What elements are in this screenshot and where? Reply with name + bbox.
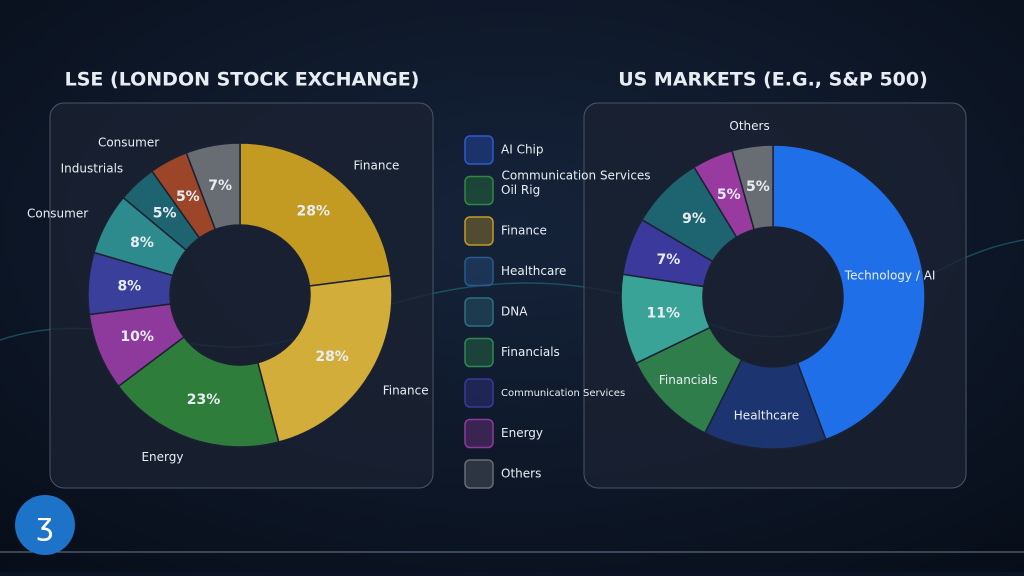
donut-segment	[256, 274, 393, 443]
legend-icon	[464, 216, 494, 246]
value-label: 9%	[682, 211, 706, 227]
value-label: 7%	[657, 252, 681, 268]
value-label: 8%	[130, 235, 154, 251]
legend-label: Communication Services	[501, 388, 625, 399]
donut-segment	[117, 335, 280, 448]
value-label: 5%	[717, 187, 741, 203]
category-label: Communication Services	[502, 169, 651, 183]
donut-segment	[731, 144, 774, 231]
legend-label: Finance	[501, 224, 547, 238]
chart-title: LSE (LONDON STOCK EXCHANGE)	[65, 69, 420, 91]
category-label: Consumer	[27, 207, 88, 221]
value-label: 7%	[208, 178, 232, 194]
category-label: Finance	[383, 384, 429, 398]
value-label: 5%	[153, 206, 177, 222]
donut-segment	[239, 142, 392, 287]
legend-icon	[464, 297, 494, 327]
legend-label: DNA	[501, 305, 528, 319]
chart-title: US MARKETS (E.G., S&P 500)	[618, 69, 928, 91]
value-label: 11%	[646, 306, 680, 322]
legend-label: Healthcare	[501, 264, 566, 278]
legend-label: AI Chip	[501, 143, 544, 157]
value-label: 10%	[120, 329, 154, 345]
legend-icon	[464, 459, 494, 489]
logo-glyph: ʒ	[36, 508, 53, 543]
value-label: 5%	[746, 179, 770, 195]
value-label: 8%	[117, 278, 141, 294]
donut-segment	[772, 144, 926, 441]
legend-icon	[464, 135, 494, 165]
category-label: Consumer	[98, 136, 159, 150]
category-label: Financials	[659, 373, 718, 387]
value-label: 23%	[187, 392, 221, 408]
legend-label: Oil Rig	[501, 183, 540, 197]
logo	[15, 495, 75, 555]
legend-icon	[464, 418, 494, 449]
legend-label: Financials	[501, 345, 560, 359]
category-label: Others	[729, 119, 769, 133]
category-label: Technology / AI	[844, 268, 936, 282]
donut-segment	[185, 142, 241, 231]
value-label: 5%	[176, 189, 200, 205]
value-label: 28%	[315, 349, 349, 365]
category-label: Finance	[354, 158, 400, 172]
legend-icon	[464, 175, 494, 206]
value-label: 28%	[297, 204, 331, 220]
category-label: Healthcare	[734, 408, 799, 422]
legend-icon	[464, 378, 494, 408]
category-label: Industrials	[61, 161, 124, 175]
legend-label: Others	[501, 467, 541, 481]
category-label: Energy	[141, 450, 183, 464]
legend-icon	[464, 337, 494, 368]
legend-icon	[464, 256, 494, 287]
legend-label: Energy	[501, 426, 543, 440]
